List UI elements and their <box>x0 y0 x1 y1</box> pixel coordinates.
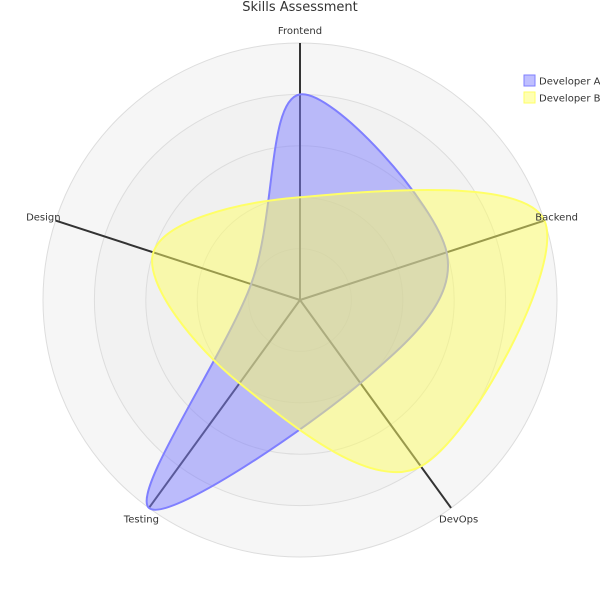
series-curves <box>145 93 549 511</box>
series-area-2 <box>151 188 549 474</box>
axis-label: Frontend <box>278 26 322 37</box>
chart-title: Skills Assessment <box>242 0 358 15</box>
legend-label: Developer A <box>539 77 600 88</box>
legend-swatch <box>523 91 536 104</box>
legend-swatch <box>523 74 536 87</box>
legend: Developer A Developer B <box>523 74 600 105</box>
axis-label: Backend <box>535 213 578 224</box>
legend-label: Developer B <box>539 94 600 105</box>
axis-labels: Frontend Backend DevOps Testing Design <box>26 26 578 525</box>
axis-label: Design <box>26 213 61 224</box>
axis-label: DevOps <box>439 514 478 525</box>
axis-label: Testing <box>123 514 159 525</box>
